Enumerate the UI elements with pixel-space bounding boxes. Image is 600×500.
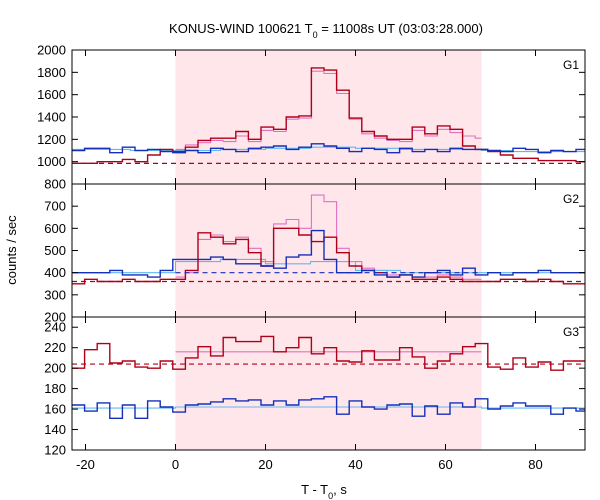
y-tick-label: 1400 [37,110,66,125]
x-axis-label-subscript: 0 [328,491,333,500]
y-tick-label: 700 [44,199,66,214]
x-tick-label: 60 [438,457,452,472]
chart-title-main: KONUS-WIND 100621 T [169,21,313,36]
y-tick-label: 220 [44,340,66,355]
y-tick-label: 1600 [37,87,66,102]
y-tick-label: 600 [44,221,66,236]
y-tick-label: 180 [44,381,66,396]
series-low-fine-line [72,258,585,274]
x-tick-labels: -20 0 20 40 60 80 [76,457,543,472]
x-tick-label: 40 [348,457,362,472]
panel-g3: 120 140 160 180 200 220 240 G3 [44,316,586,458]
panel-g1: 800 1000 1200 1400 1600 1800 2000 G1 [37,43,586,192]
panel-label: G1 [563,58,579,72]
y-tick-label: 160 [44,402,66,417]
x-tick-label: -20 [76,457,95,472]
panel-g2: 200 300 400 500 600 700 G2 [44,183,586,325]
y-tick-label: 300 [44,287,66,302]
x-axis-label: T - T0, s [301,482,347,500]
y-tick-label: 200 [44,361,66,376]
series-low-fine-line [72,146,585,153]
chart-title-subscript: 0 [313,30,318,40]
y-tick-label: 800 [44,177,66,192]
x-axis-label-rest: , s [333,482,347,497]
panel-label: G3 [563,325,579,339]
series-low-line [72,143,585,154]
series-low-line [72,229,585,278]
panel-frame [71,316,586,451]
shaded-interval [175,50,482,184]
y-tick-label: 1800 [37,65,66,80]
series-high-fine-line [175,70,482,150]
y-tick-label: 1200 [37,132,66,147]
shaded-interval [175,317,482,450]
x-axis-label-main: T - T [301,482,328,497]
x-tick-label: 20 [258,457,272,472]
y-tick-label: 500 [44,243,66,258]
y-tick-label: 1000 [37,154,66,169]
x-tick-label: 80 [528,457,542,472]
y-tick-label: 120 [44,443,66,458]
shaded-interval [175,184,482,317]
chart-title-rest: = 11008s UT (03:03:28.000) [318,21,483,36]
chart-title: KONUS-WIND 100621 T0 = 11008s UT (03:03:… [169,21,483,40]
y-tick-label: 400 [44,265,66,280]
panel-label: G2 [563,192,579,206]
y-tick-label: 240 [44,320,66,335]
series-high-line [72,335,585,371]
series-low-line [72,396,585,419]
x-tick-label: 0 [172,457,179,472]
y-tick-label: 2000 [37,43,66,58]
y-axis-label: counts / sec [4,215,19,285]
series-low-fine-line [72,406,585,409]
panels-group: 800 1000 1200 1400 1600 1800 2000 G1 200 300 400 50… [37,43,586,458]
y-tick-label: 200 [44,310,66,325]
y-tick-label: 140 [44,422,66,437]
